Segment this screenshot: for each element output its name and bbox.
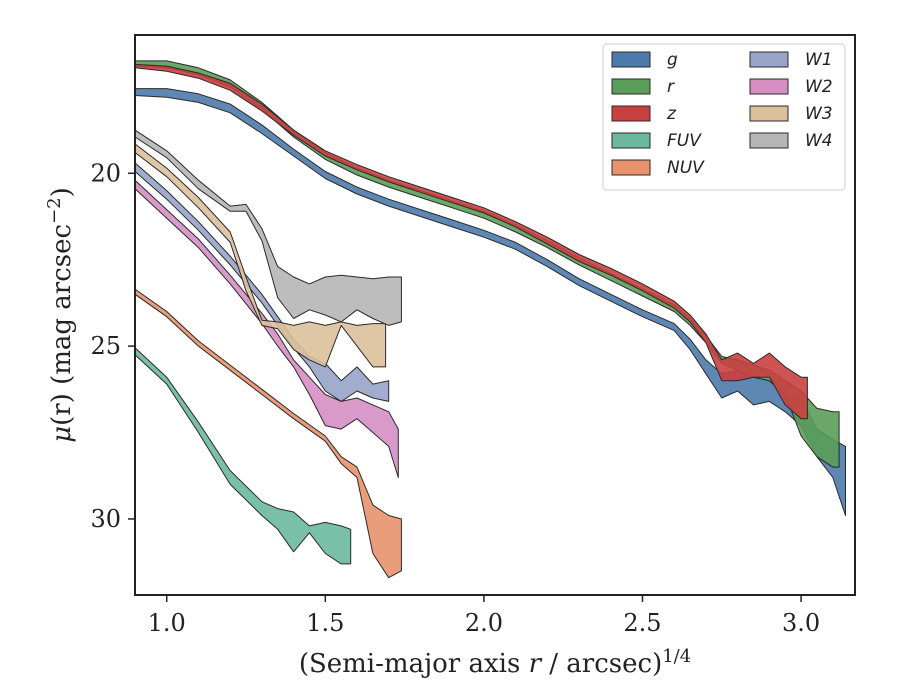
band-w4 bbox=[134, 129, 402, 326]
legend-label-w2: W2 bbox=[805, 77, 833, 97]
band-w3 bbox=[134, 143, 387, 368]
band-z bbox=[134, 63, 808, 420]
legend-swatch-fuv bbox=[611, 132, 651, 149]
profile-bands bbox=[134, 60, 846, 579]
x-tick-label: 1.5 bbox=[306, 609, 344, 637]
x-tick-label: 1.0 bbox=[148, 609, 186, 637]
legend-swatch-r bbox=[611, 78, 651, 95]
legend-swatch-w4 bbox=[749, 132, 789, 149]
legend-swatch-nuv bbox=[611, 159, 651, 176]
x-axis-label: (Semi-major axis r / arcsec)1/4 bbox=[299, 646, 691, 679]
legend-swatch-w3 bbox=[749, 105, 789, 122]
legend-label-z: z bbox=[666, 104, 677, 124]
legend-swatch-z bbox=[611, 105, 651, 122]
plot-frame bbox=[134, 34, 856, 596]
y-axis-ticks: 20 25 30 bbox=[90, 159, 135, 533]
legend-swatch-g bbox=[611, 51, 651, 68]
band-w1 bbox=[134, 162, 390, 402]
legend-label-g: g bbox=[667, 50, 678, 70]
x-axis-ticks: 1.0 1.5 2.0 2.5 3.0 bbox=[148, 595, 820, 637]
legend-swatch-w2 bbox=[749, 78, 789, 95]
legend: grz FUV NUV W1 W2 W3 W4 bbox=[602, 43, 846, 191]
legend-label-w4: W4 bbox=[805, 131, 833, 151]
y-tick-label: 25 bbox=[90, 332, 121, 360]
legend-swatch-w1 bbox=[749, 51, 789, 68]
legend-label-fuv: FUV bbox=[667, 131, 702, 151]
band-g bbox=[134, 88, 846, 516]
y-tick-label: 20 bbox=[90, 159, 121, 187]
x-tick-label: 2.5 bbox=[623, 609, 661, 637]
y-tick-label: 30 bbox=[90, 505, 121, 533]
legend-label-w3: W3 bbox=[805, 104, 833, 124]
legend-label-r: r bbox=[667, 77, 675, 97]
x-tick-label: 3.0 bbox=[782, 609, 820, 637]
legend-label-w1: W1 bbox=[805, 50, 833, 70]
y-axis-label: μ(r) (mag arcsec−2) bbox=[44, 187, 77, 443]
legend-label-nuv: NUV bbox=[667, 158, 705, 178]
band-fuv bbox=[134, 347, 352, 565]
band-nuv bbox=[134, 288, 402, 579]
x-tick-label: 2.0 bbox=[465, 609, 503, 637]
